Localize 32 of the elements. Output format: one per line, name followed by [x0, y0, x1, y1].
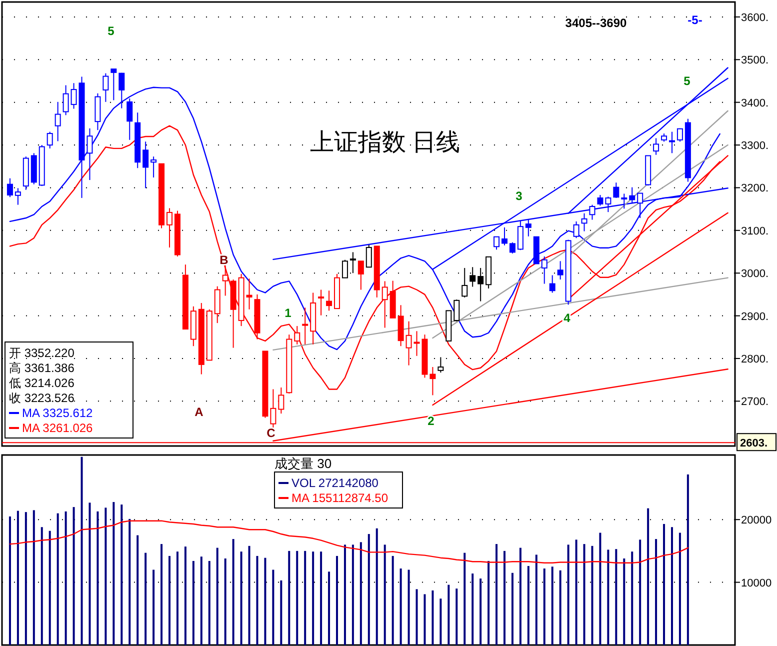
- annotation: 开 3352.220: [9, 346, 75, 360]
- y-tick-label: 2800.: [741, 353, 769, 366]
- annotation: 3405--3690: [565, 16, 628, 30]
- annotation: A: [194, 405, 204, 419]
- ref-line-label: 2603.: [740, 438, 768, 450]
- chart-title: 成交量 30: [274, 456, 332, 471]
- legend-label: VOL 272142080: [292, 476, 379, 490]
- legend-label: MA 3325.612: [22, 406, 94, 420]
- y-tick-label: 3600.: [741, 12, 769, 24]
- y-tick-label: 3300.: [741, 140, 769, 152]
- y-tick-label: 3200.: [741, 182, 769, 195]
- annotation: 收 3223.526: [9, 391, 75, 405]
- y-tick-label: 20000: [741, 514, 772, 527]
- annotation: C: [266, 426, 276, 440]
- legend-label: MA 155112874.50: [292, 491, 388, 505]
- annotation: 高 3361.386: [9, 361, 75, 375]
- y-tick-label: 3500.: [741, 54, 769, 67]
- annotation: 低 3214.026: [9, 376, 75, 390]
- legend-label: MA 3261.026: [22, 421, 94, 435]
- annotation: -5-: [688, 13, 702, 27]
- text: 上证指数 日线: [310, 130, 460, 156]
- annotation: 1: [284, 306, 292, 320]
- annotation: 3: [516, 189, 523, 203]
- y-tick-label: 3000.: [741, 268, 769, 280]
- annotation: 5: [684, 74, 691, 88]
- y-tick-label: 3100.: [741, 225, 769, 238]
- y-tick-label: 2900.: [741, 310, 769, 323]
- annotation: 5: [108, 24, 115, 38]
- y-tick-label: 2700.: [741, 396, 769, 408]
- y-tick-label: 3400.: [741, 97, 769, 110]
- annotation: 2: [428, 414, 435, 428]
- y-tick-label: 10000: [741, 577, 772, 590]
